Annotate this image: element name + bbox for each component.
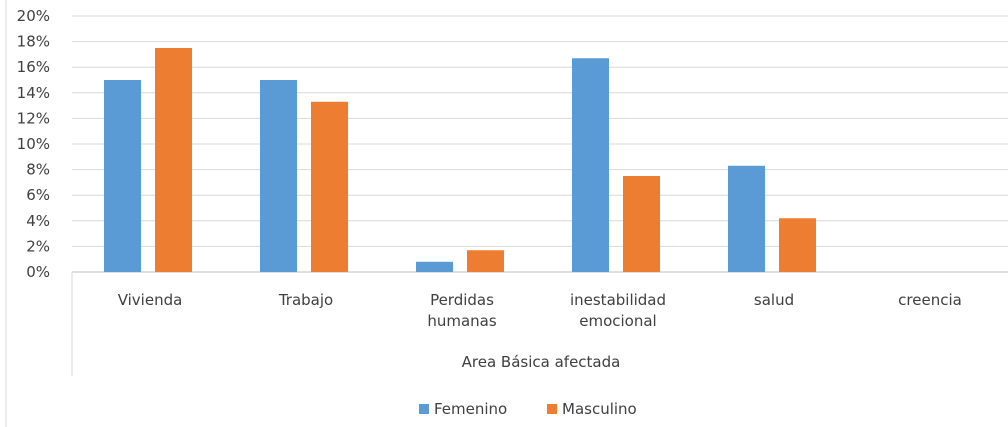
y-tick-label: 12% xyxy=(17,109,50,127)
x-tick-label: Perdidas humanas xyxy=(427,291,497,330)
y-tick-label: 2% xyxy=(26,237,50,255)
bar-masculino-3 xyxy=(623,176,660,272)
bar-masculino-0 xyxy=(155,48,192,272)
x-tick-label: salud xyxy=(754,291,794,309)
x-tick-label: creencia xyxy=(898,291,962,309)
legend: Femenino Masculino xyxy=(419,400,637,418)
y-tick-label: 16% xyxy=(17,58,50,76)
legend-label-femenino: Femenino xyxy=(434,400,507,418)
legend-label-masculino: Masculino xyxy=(562,400,637,418)
bar-femenino-0 xyxy=(104,80,141,272)
y-tick-label: 18% xyxy=(17,33,50,51)
x-axis-title: Area Básica afectada xyxy=(462,353,621,371)
x-tick-label: Trabajo xyxy=(278,291,333,309)
legend-swatch-femenino xyxy=(419,404,429,414)
y-axis-ticks: 0% 2% 4% 6% 8% 10% 12% 14% 16% 18% 20% xyxy=(17,7,50,281)
gridlines xyxy=(72,15,1008,273)
y-tick-label: 10% xyxy=(17,135,50,153)
y-tick-label: 20% xyxy=(17,7,50,25)
bar-masculino-4 xyxy=(779,218,816,272)
bar-masculino-1 xyxy=(311,101,348,272)
bar-femenino-4 xyxy=(728,165,765,272)
bar-femenino-3 xyxy=(572,58,609,272)
y-tick-label: 0% xyxy=(26,263,50,281)
x-tick-label: inestabilidad emocional xyxy=(570,291,666,330)
x-tick-label: Vivienda xyxy=(118,291,183,309)
bars xyxy=(104,48,816,272)
y-tick-label: 14% xyxy=(17,84,50,102)
bar-masculino-2 xyxy=(467,250,504,272)
y-tick-label: 6% xyxy=(26,186,50,204)
y-tick-label: 4% xyxy=(26,212,50,230)
bar-femenino-1 xyxy=(260,80,297,272)
y-tick-label: 8% xyxy=(26,161,50,179)
legend-swatch-masculino xyxy=(547,404,557,414)
x-axis: Vivienda Trabajo Perdidas humanas inestabili… xyxy=(5,0,962,427)
bar-femenino-2 xyxy=(416,261,453,272)
